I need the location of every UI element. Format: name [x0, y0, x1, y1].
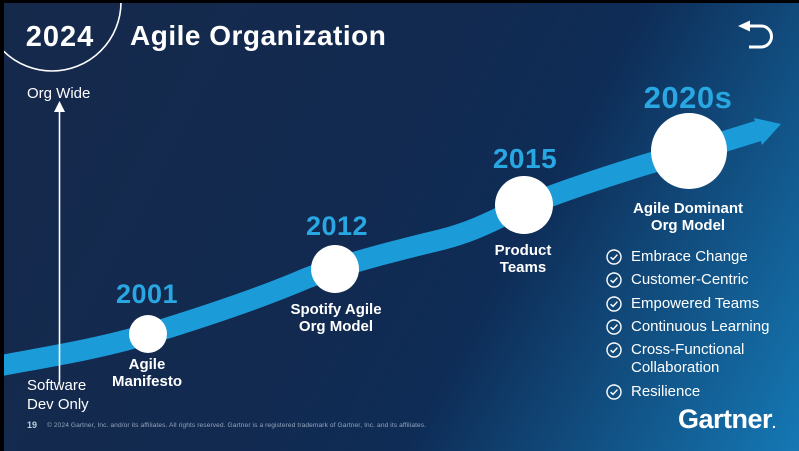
milestone-year-2001: 2001 [115, 279, 179, 309]
checklist-item-label: Embrace Change [631, 248, 748, 265]
swoosh-arrowhead-icon [754, 118, 781, 145]
badge-year: 2024 [25, 21, 95, 53]
checklist-item: Cross-Functional Collaboration [606, 341, 791, 378]
milestone-year-2012: 2012 [305, 211, 369, 241]
milestone-label-agile-dominant-org-model: Agile Dominant Org Model [632, 200, 744, 235]
checklist-item: Empowered Teams [606, 295, 791, 313]
checklist-item: Embrace Change [606, 248, 791, 266]
screen-edge-left [0, 0, 4, 451]
gartner-logo: Gartner. [678, 404, 776, 435]
check-circle-icon [606, 295, 622, 312]
checklist-item-label: Continuous Learning [631, 317, 770, 335]
checklist-item-label: Cross-Functional Collaboration [631, 341, 745, 377]
copyright-text: © 2024 Gartner, Inc. and/or its affiliat… [47, 422, 427, 429]
milestone-year-2020s: 2020s [643, 80, 733, 115]
milestone-label-agile-manifesto: Agile Manifesto [111, 356, 183, 391]
gartner-logo-text: Gartner [678, 404, 773, 434]
undo-arrow-icon [738, 20, 773, 48]
axis-arrowhead-icon [54, 101, 65, 112]
checklist-item-label: Resilience [631, 382, 701, 400]
axis-label-org-wide: Org Wide [27, 85, 91, 102]
screen-edge-top [0, 0, 799, 3]
check-circle-icon [606, 384, 622, 400]
check-circle-icon [606, 342, 622, 358]
milestone-node-2012 [311, 245, 359, 293]
milestone-year-2015: 2015 [492, 143, 558, 174]
check-circle-icon [606, 249, 622, 265]
milestone-node-2015 [495, 176, 553, 234]
check-circle-icon [606, 319, 622, 335]
check-circle-icon [606, 272, 622, 288]
milestone-node-2020s [651, 113, 727, 189]
return-button[interactable] [730, 16, 786, 56]
milestone-node-2001 [129, 315, 167, 353]
milestone-label-product-teams: Product Teams [494, 242, 552, 277]
milestone-label-spotify-agile-org-model: Spotify Agile Org Model [290, 301, 382, 336]
checklist-item: Resilience [606, 383, 791, 401]
gartner-logo-mark: . [772, 415, 776, 431]
agile-traits-checklist: Embrace Change Customer-Centric Empowere… [606, 248, 791, 401]
checklist-item-label: Empowered Teams [631, 294, 760, 312]
axis-label-software-dev-only: Software Dev Only [27, 377, 89, 413]
page-title: Agile Organization [130, 20, 387, 51]
checklist-item-label: Customer-Centric [631, 271, 749, 289]
checklist-item: Continuous Learning [606, 318, 791, 336]
page-number: 19 [27, 420, 38, 430]
checklist-item: Customer-Centric [606, 271, 791, 289]
